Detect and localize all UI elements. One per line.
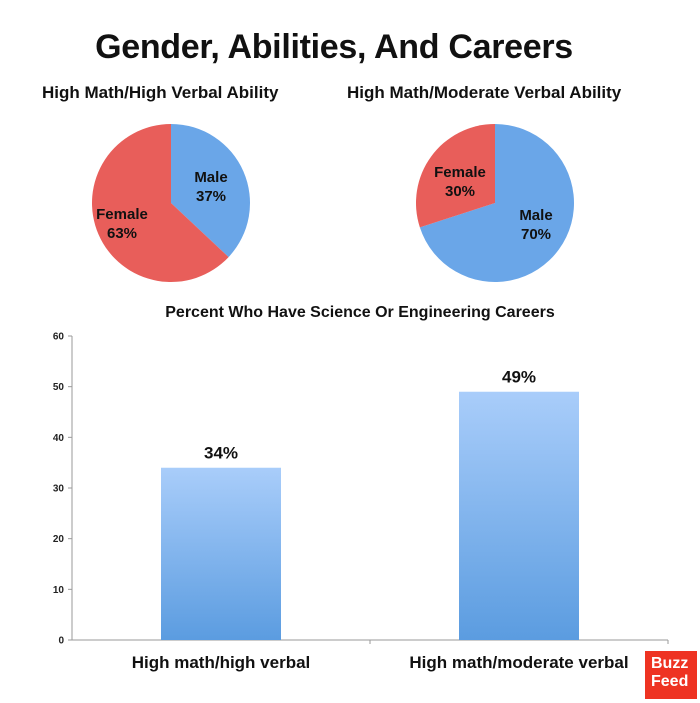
pie-chart-moderate-verbal: [416, 124, 574, 282]
pie-2-female-label: Female 30%: [434, 164, 486, 200]
y-tick-label: 20: [53, 534, 65, 545]
pie-1-male-label: Male 37%: [194, 169, 228, 205]
bar-data-label: 34%: [204, 444, 238, 463]
y-tick-label: 50: [53, 382, 65, 393]
pie-1-title: High Math/High Verbal Ability: [42, 83, 279, 102]
pie-2-title: High Math/Moderate Verbal Ability: [347, 83, 622, 102]
pie-2-male-label: Male 70%: [519, 207, 553, 243]
pie-2-slice-male: [419, 124, 574, 282]
page-title: Gender, Abilities, And Careers: [95, 28, 573, 66]
y-tick-label: 60: [53, 332, 65, 343]
bar-2: [459, 391, 579, 640]
y-tick-label: 10: [53, 585, 65, 596]
y-tick-label: 40: [53, 433, 65, 444]
x-category-label: High math/moderate verbal: [409, 653, 628, 672]
pie-chart-high-verbal: [92, 124, 251, 282]
bar-data-label: 49%: [502, 368, 536, 387]
bar-1: [161, 467, 281, 640]
pie-2-slice-female: [416, 124, 495, 228]
bar-chart-title: Percent Who Have Science Or Engineering …: [165, 304, 555, 321]
x-category-label: High math/high verbal: [132, 653, 311, 672]
pie-1-slice-female: [92, 124, 229, 282]
pie-1-female-label: Female 63%: [96, 206, 148, 242]
y-tick-label: 0: [58, 636, 64, 647]
pie-1-slice-male: [171, 124, 251, 258]
y-tick-label: 30: [53, 484, 65, 495]
buzzfeed-logo: Buzz Feed: [645, 651, 697, 699]
